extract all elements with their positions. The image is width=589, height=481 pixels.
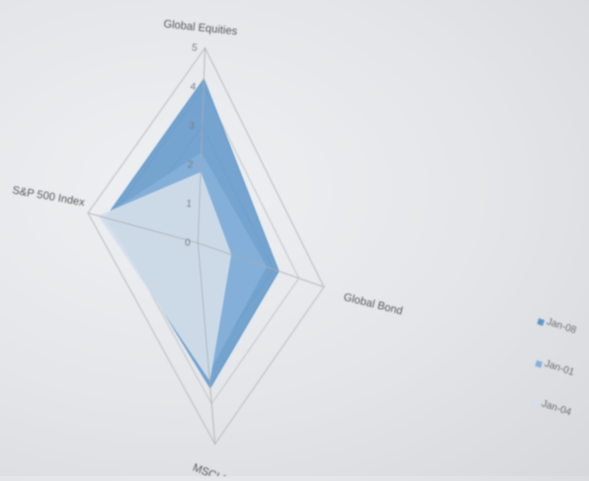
axis-label: Global Bond — [342, 291, 404, 317]
spoke-1 — [197, 242, 325, 288]
tick-label: 4 — [190, 81, 197, 93]
radar-series — [98, 78, 280, 389]
legend-swatch-jan-01 — [535, 360, 543, 368]
legend-label-jan-08: Jan-08 — [545, 316, 578, 336]
spoke-2 — [197, 242, 216, 445]
tick-label: 5 — [191, 42, 198, 54]
axis-label: MSCI EM — [191, 462, 239, 476]
legend-label-jan-01: Jan-01 — [543, 358, 576, 378]
axis-label: S&P 500 Index — [11, 184, 86, 209]
spoke-0 — [197, 47, 206, 244]
legend-swatch-jan-04 — [532, 400, 540, 408]
radar-spokes — [87, 47, 325, 445]
legend-label-jan-04: Jan-04 — [540, 398, 573, 418]
chart-legend: Jan-08 Jan-01 Jan-04 — [532, 316, 578, 418]
spoke-3 — [87, 212, 199, 244]
tick-label: 1 — [186, 198, 193, 210]
tick-label: 2 — [187, 159, 194, 171]
tick-label: 0 — [184, 237, 191, 249]
axis-label: Global Equities — [163, 18, 238, 38]
radar-ticks: 0 1 2 3 4 5 — [184, 42, 198, 249]
tick-label: 3 — [188, 120, 195, 132]
legend-swatch-jan-08 — [537, 318, 545, 326]
